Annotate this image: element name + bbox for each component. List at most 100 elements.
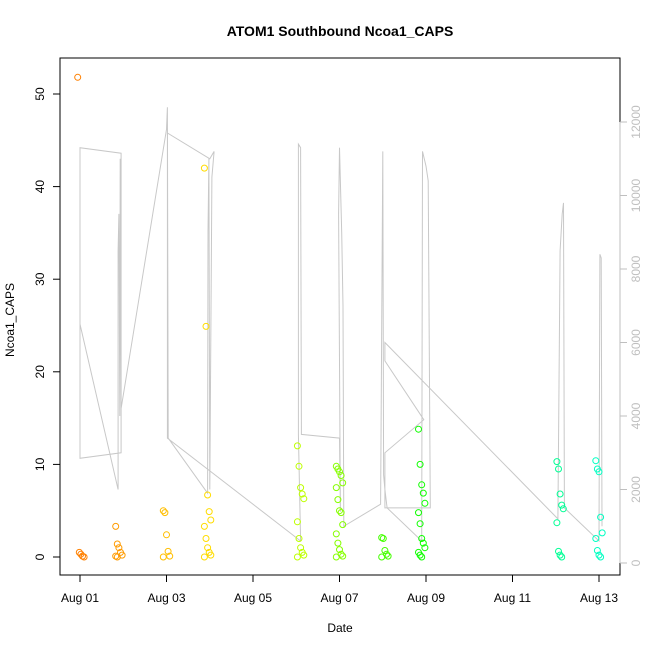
data-point: [416, 520, 424, 528]
data-point: [334, 539, 342, 547]
data-point: [74, 73, 82, 81]
data-point: [300, 551, 308, 559]
data-point: [204, 544, 212, 552]
data-point: [553, 458, 561, 466]
data-point: [300, 495, 308, 503]
data-point: [336, 468, 343, 476]
data-point: [421, 499, 429, 507]
data-point: [113, 553, 121, 561]
data-point: [556, 551, 564, 559]
data-point: [332, 553, 340, 561]
data-point: [384, 552, 392, 560]
data-point: [595, 551, 603, 559]
y2-tick-label: 4000: [629, 402, 643, 429]
data-point: [334, 496, 342, 504]
data-point: [200, 553, 208, 561]
data-point: [421, 544, 429, 552]
data-point: [598, 529, 606, 537]
x-tick-label: Aug 01: [61, 591, 99, 605]
secondary-line-path: [79, 107, 603, 543]
data-point: [418, 535, 426, 542]
data-point: [593, 547, 601, 554]
data-point: [207, 551, 215, 559]
data-point: [295, 462, 303, 470]
data-point: [379, 535, 387, 542]
y2-tick-label: 6000: [629, 329, 643, 356]
data-point: [118, 551, 126, 559]
data-point: [297, 484, 305, 492]
data-point: [332, 530, 340, 538]
data-point: [200, 164, 208, 172]
y-axis-label: Ncoa1_CAPS: [3, 283, 17, 357]
data-point: [159, 507, 167, 515]
y2-tick-label: 8000: [629, 255, 643, 282]
data-point: [558, 501, 566, 509]
x-tick-label: Aug 13: [580, 591, 618, 605]
data-point: [115, 544, 123, 552]
data-point: [555, 547, 562, 555]
y-tick-label: 10: [33, 457, 47, 471]
data-point: [113, 540, 121, 548]
data-point: [559, 505, 567, 513]
data-point: [80, 553, 88, 561]
data-point: [556, 490, 564, 498]
data-point: [416, 551, 424, 559]
data-point: [597, 553, 605, 561]
data-point: [202, 535, 210, 542]
data-point: [418, 481, 426, 489]
data-point: [295, 535, 303, 542]
data-point: [339, 479, 347, 487]
data-point: [415, 425, 422, 433]
chart-title: ATOM1 Southbound Ncoa1_CAPS: [227, 23, 454, 39]
data-point: [75, 548, 83, 556]
data-point: [166, 552, 174, 560]
data-point: [336, 546, 343, 554]
y-tick-label: 40: [33, 180, 47, 194]
data-point: [293, 442, 301, 450]
data-point: [164, 547, 172, 555]
data-point: [293, 518, 301, 526]
data-point: [200, 522, 208, 530]
data-point: [416, 460, 424, 468]
data-point: [419, 489, 427, 497]
y-tick-label: 50: [33, 87, 47, 101]
x-tick-label: Aug 05: [234, 591, 272, 605]
y2-tick-label: 0: [629, 559, 643, 566]
y-tick-label: 30: [33, 272, 47, 286]
data-point: [553, 519, 561, 527]
data-point: [415, 509, 422, 517]
y-tick-label: 0: [33, 553, 47, 560]
data-point: [337, 472, 345, 479]
x-tick-label: Aug 11: [494, 591, 531, 605]
data-point: [555, 465, 562, 473]
data-point: [298, 490, 306, 498]
y2-tick-label: 10000: [629, 178, 643, 212]
data-point: [202, 322, 210, 330]
data-point: [293, 553, 301, 561]
y2-tick-label: 12000: [629, 105, 643, 139]
data-point: [558, 553, 566, 561]
x-axis: Aug 01 Aug 03 Aug 05 Aug 07 Aug 09 Aug 11 Aug …: [61, 574, 618, 605]
data-point: [205, 508, 213, 516]
data-point: [332, 484, 340, 492]
data-point: [418, 553, 426, 561]
x-tick-label: Aug 09: [407, 591, 445, 605]
x-axis-label: Date: [327, 621, 353, 635]
data-point: [112, 522, 120, 530]
data-point: [592, 535, 600, 542]
data-point: [381, 547, 389, 554]
data-point: [592, 457, 600, 465]
data-point: [597, 513, 605, 521]
y-axis: 0 10 20 30 40 50: [33, 87, 61, 560]
x-tick-label: Aug 03: [147, 591, 185, 605]
data-point: [419, 539, 427, 547]
data-point: [204, 491, 212, 499]
y-tick-label: 20: [33, 365, 47, 379]
data-point: [161, 509, 169, 517]
data-point: [207, 516, 215, 524]
data-point: [339, 552, 347, 560]
secondary-series-line: [79, 107, 603, 543]
data-point: [163, 531, 170, 539]
y2-tick-label: 2000: [629, 476, 643, 503]
